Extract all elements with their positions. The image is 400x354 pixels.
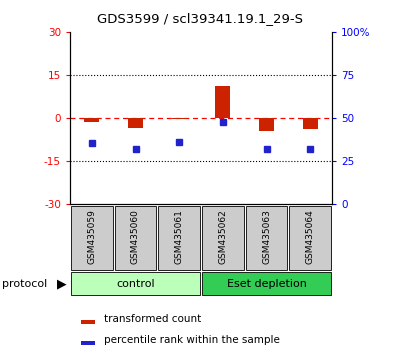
Bar [202,273,331,295]
Bar [172,118,187,119]
Text: control: control [116,279,155,289]
Text: GSM435060: GSM435060 [131,209,140,264]
Bar [246,206,288,270]
Text: Eset depletion: Eset depletion [226,279,306,289]
Bar [158,206,200,270]
Bar [215,86,230,118]
Bar [114,206,156,270]
Text: GSM435062: GSM435062 [218,209,227,264]
Text: protocol: protocol [2,279,47,289]
Bar [202,206,244,270]
Bar [84,118,100,122]
Text: GSM435059: GSM435059 [87,209,96,264]
Bar [71,206,113,270]
Bar [289,206,331,270]
Text: transformed count: transformed count [104,314,201,324]
Text: GSM435064: GSM435064 [306,209,315,264]
Text: GSM435063: GSM435063 [262,209,271,264]
Text: GSM435061: GSM435061 [175,209,184,264]
Bar [302,118,318,129]
Bar [128,118,143,128]
Text: GDS3599 / scl39341.19.1_29-S: GDS3599 / scl39341.19.1_29-S [97,12,303,25]
Bar [80,341,95,345]
Bar [71,273,200,295]
Text: percentile rank within the sample: percentile rank within the sample [104,335,280,346]
Bar [259,118,274,131]
Text: ▶: ▶ [57,277,67,290]
Bar [80,320,95,324]
